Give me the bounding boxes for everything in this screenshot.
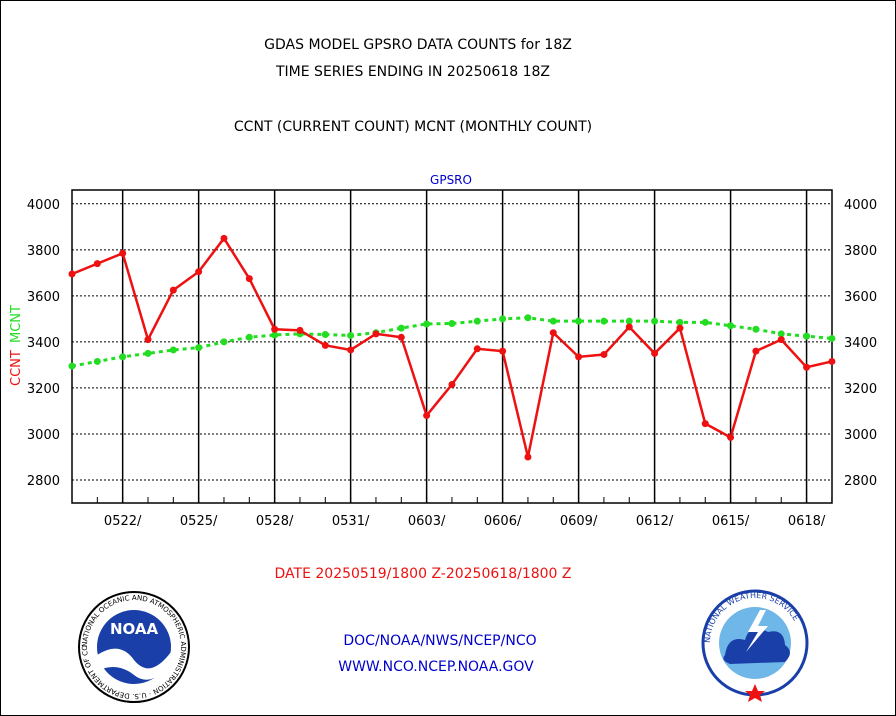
- website-link[interactable]: WWW.NCO.NCEP.NOAA.GOV: [338, 659, 534, 675]
- point-mcnt: [448, 319, 456, 327]
- point-mcnt: [397, 324, 405, 332]
- point-mcnt: [245, 333, 253, 341]
- y-tick-label-left: 3200: [27, 382, 60, 397]
- point-mcnt: [701, 318, 709, 326]
- point-ccnt: [828, 357, 836, 365]
- y-tick-label-right: 2800: [844, 474, 877, 489]
- panel-label: GPSRO: [430, 173, 472, 187]
- x-tick-label: 0612/: [636, 514, 674, 529]
- point-ccnt: [575, 353, 583, 361]
- point-mcnt: [473, 317, 481, 325]
- y-tick-label-left: 3400: [27, 336, 60, 351]
- point-ccnt: [499, 347, 507, 355]
- point-ccnt: [448, 380, 456, 388]
- point-ccnt: [245, 275, 253, 283]
- y-tick-label-left: 3000: [27, 428, 60, 443]
- point-ccnt: [397, 333, 405, 341]
- point-ccnt: [752, 347, 760, 355]
- chart-title-line2: TIME SERIES ENDING IN 20250618 18Z: [276, 64, 550, 80]
- x-tick-label: 0615/: [712, 514, 750, 529]
- point-mcnt: [600, 317, 608, 325]
- point-ccnt: [651, 349, 659, 357]
- point-ccnt: [549, 329, 557, 337]
- point-mcnt: [803, 332, 811, 340]
- point-ccnt: [271, 325, 279, 333]
- point-ccnt: [195, 268, 203, 276]
- y-tick-label-left: 3600: [27, 290, 60, 305]
- point-mcnt: [347, 331, 355, 339]
- point-mcnt: [727, 322, 735, 330]
- point-mcnt: [777, 330, 785, 338]
- ylabel-ccnt: CCNT: [9, 350, 24, 386]
- point-mcnt: [828, 334, 836, 342]
- point-mcnt: [271, 331, 279, 339]
- y-tick-label-left: 4000: [27, 198, 60, 213]
- point-ccnt: [701, 420, 709, 428]
- point-mcnt: [68, 362, 76, 370]
- point-ccnt: [220, 234, 228, 242]
- point-mcnt: [195, 344, 203, 352]
- point-ccnt: [625, 323, 633, 331]
- y-tick-label-right: 3400: [844, 336, 877, 351]
- point-mcnt: [524, 314, 532, 322]
- ylabel-mcnt: MCNT: [9, 305, 24, 343]
- x-tick-label: 0603/: [408, 514, 446, 529]
- y-tick-label-right: 4000: [844, 198, 877, 213]
- point-mcnt: [499, 315, 507, 323]
- point-mcnt: [144, 349, 152, 357]
- y-tick-label-right: 3200: [844, 382, 877, 397]
- point-mcnt: [752, 325, 760, 333]
- x-tick-label: 0618/: [788, 514, 826, 529]
- x-tick-label: 0609/: [560, 514, 598, 529]
- point-mcnt: [119, 353, 127, 361]
- point-ccnt: [524, 453, 532, 461]
- y-tick-label-right: 3600: [844, 290, 877, 305]
- x-tick-label: 0522/: [104, 514, 142, 529]
- chart-subtitle: CCNT (CURRENT COUNT) MCNT (MONTHLY COUNT…: [233, 119, 593, 135]
- point-ccnt: [676, 324, 684, 332]
- point-mcnt: [549, 317, 557, 325]
- point-ccnt: [144, 336, 152, 344]
- point-ccnt: [119, 249, 127, 257]
- point-mcnt: [676, 318, 684, 326]
- point-ccnt: [473, 345, 481, 353]
- point-ccnt: [423, 412, 431, 420]
- y-tick-label-left: 2800: [27, 474, 60, 489]
- point-ccnt: [347, 346, 355, 354]
- point-mcnt: [423, 320, 431, 328]
- x-tick-label: 0531/: [332, 514, 370, 529]
- point-mcnt: [651, 317, 659, 325]
- point-ccnt: [777, 336, 785, 344]
- point-mcnt: [575, 317, 583, 325]
- point-mcnt: [93, 357, 101, 365]
- x-tick-label: 0606/: [484, 514, 522, 529]
- point-ccnt: [169, 286, 177, 294]
- point-ccnt: [600, 351, 608, 359]
- point-ccnt: [93, 260, 101, 268]
- point-mcnt: [625, 317, 633, 325]
- point-mcnt: [220, 338, 228, 346]
- y-tick-label-right: 3000: [844, 428, 877, 443]
- x-tick-label: 0525/: [180, 514, 218, 529]
- point-ccnt: [372, 330, 380, 338]
- y-tick-label-left: 3800: [27, 244, 60, 259]
- point-ccnt: [296, 326, 304, 334]
- plot-frame: [71, 189, 833, 504]
- chart-title-line1: GDAS MODEL GPSRO DATA COUNTS for 18Z: [264, 37, 572, 53]
- point-mcnt: [321, 331, 329, 339]
- date-range: DATE 20250519/1800 Z-20250618/1800 Z: [274, 566, 572, 582]
- point-ccnt: [68, 270, 76, 278]
- point-ccnt: [321, 341, 329, 349]
- point-ccnt: [727, 433, 735, 441]
- y-tick-label-right: 3800: [844, 244, 877, 259]
- point-ccnt: [803, 363, 811, 371]
- point-mcnt: [169, 346, 177, 354]
- org-path-link[interactable]: DOC/NOAA/NWS/NCEP/NCO: [343, 633, 537, 649]
- x-tick-label: 0528/: [256, 514, 294, 529]
